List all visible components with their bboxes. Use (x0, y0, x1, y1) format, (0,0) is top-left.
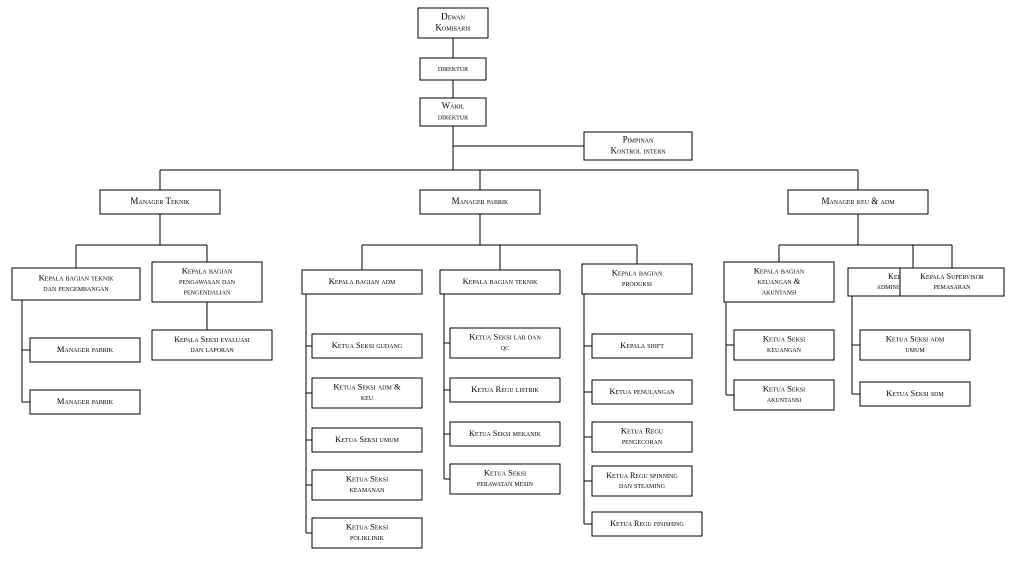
node-label: Ketua penulangan (609, 386, 675, 396)
node-kpenul: Ketua penulangan (592, 380, 692, 404)
node-ksumum: Ketua Seksi umum (312, 428, 422, 452)
node-label: poliklinik (350, 532, 385, 542)
node-mgrtek: Manager Teknik (100, 190, 220, 214)
node-label: akuntansi (767, 394, 802, 404)
node-label: qc (501, 342, 509, 352)
org-chart: DewanKomisarisdirekturWakildirekturPimpi… (0, 0, 1011, 562)
node-label: Kontrol intern (610, 146, 666, 156)
node-mgrpabrik: Manager pabrik (420, 190, 540, 214)
node-label: keu (361, 392, 374, 402)
node-label: pemasaran (933, 282, 971, 291)
node-label: pengecoran (622, 436, 663, 446)
node-label: Ketua Regu finishing (610, 519, 684, 528)
node-label: keamanan (350, 484, 386, 494)
node-label: Ketua Seksi (346, 522, 388, 532)
node-label: Ketua Seksi adm (886, 334, 945, 344)
node-mgrkeu: Manager keu & adm (788, 190, 928, 214)
node-label: Manager Teknik (130, 196, 190, 206)
node-label: Komisaris (435, 23, 470, 33)
node-label: akuntansi (762, 286, 797, 296)
node-label: Kepala bagian teknik (39, 273, 114, 283)
node-label: Kepala bagian teknik (463, 276, 538, 286)
node-label: Manager keu & adm (821, 196, 895, 206)
node-label: Kepala Supervisor (920, 272, 984, 281)
node-label: produksi (622, 278, 652, 288)
node-label: Ketua Regu listrik (471, 384, 539, 394)
node-label: dan steaming (619, 481, 666, 490)
node-ksupervpem: Kepala Supervisorpemasaran (900, 268, 1004, 296)
node-ksadmkeu: Ketua Seksi adm &keu (312, 378, 422, 408)
node-kbadm: Kepala bagian adm (302, 270, 422, 294)
node-ksmek: Ketua Seksi mekanik (450, 422, 560, 446)
node-label: Ketua Seksi (763, 334, 805, 344)
node-kshift: Kepala shift (592, 334, 692, 358)
node-kbpengawas: Kepala bagianpengawasan danpengendalian (152, 262, 262, 302)
node-kbprod: Kepala bagianproduksi (582, 264, 692, 294)
node-label: umum (905, 344, 925, 354)
node-label: Manager pabrik (57, 344, 114, 354)
node-mgpab1: Manager pabrik (30, 338, 140, 362)
node-mgpab2: Manager pabrik (30, 390, 140, 414)
node-krspin: Ketua Regu spinningdan steaming (592, 466, 692, 496)
node-label: Kepala Seksi evaluasi (174, 335, 250, 344)
node-label: Ketua Seksi gudang (332, 340, 403, 350)
node-label: Manager pabrik (57, 396, 114, 406)
node-label: Ketua Seksi lab dan (469, 332, 541, 342)
node-kssdm: Ketua Seksi sdm (860, 382, 970, 406)
node-label: pengendalian (184, 286, 231, 296)
node-label: Kepala bagian (182, 265, 233, 275)
node-kspoli: Ketua Seksipoliklinik (312, 518, 422, 548)
node-label: Ketua Seksi umum (335, 434, 399, 444)
node-kseval: Kepala Seksi evaluasidan laporan (152, 330, 272, 360)
node-label: keuangan & (758, 276, 801, 286)
node-label: Ketua Regu (621, 426, 664, 436)
node-label: Ketua Seksi (346, 474, 388, 484)
node-label: Kepala shift (620, 340, 664, 350)
node-krfin: Ketua Regu finishing (592, 512, 702, 536)
node-label: dan pengembangan (43, 283, 109, 293)
node-label: Wakil (442, 101, 465, 111)
node-label: pengawasan dan (179, 276, 236, 286)
node-dewan: DewanKomisaris (418, 8, 488, 38)
node-label: Ketua Seksi mekanik (469, 429, 542, 438)
node-pimpinan: PimpinanKontrol intern (584, 132, 692, 160)
node-label: Manager pabrik (452, 196, 509, 206)
node-ksgud: Ketua Seksi gudang (312, 334, 422, 358)
node-direktur: direktur (420, 58, 486, 80)
node-label: Ketua Seksi (763, 384, 805, 394)
node-ksadmum: Ketua Seksi admumum (860, 330, 970, 360)
node-krpengec: Ketua Regupengecoran (592, 422, 692, 452)
node-kskeuang: Ketua Seksikeuangan (734, 330, 834, 360)
node-kbtek2: Kepala bagian teknik (440, 270, 560, 294)
node-krlist: Ketua Regu listrik (450, 378, 560, 402)
node-label: Ketua Seksi sdm (886, 388, 944, 398)
node-label: direktur (438, 112, 468, 122)
node-label: keuangan (767, 344, 802, 354)
node-kslab: Ketua Seksi lab danqc (450, 328, 560, 358)
node-label: Kepala bagian (754, 265, 805, 275)
node-label: dan laporan (190, 345, 234, 354)
node-kbtekpeng: Kepala bagian teknikdan pengembangan (12, 268, 140, 300)
node-ksperaw: Ketua Seksiperawatan mesin (450, 464, 560, 494)
node-kskeam: Ketua Seksikeamanan (312, 470, 422, 500)
node-label: Kepala bagian (612, 268, 663, 278)
node-label: Kepala bagian adm (329, 276, 396, 286)
node-label: Ketua Seksi adm & (333, 382, 401, 392)
node-label: Pimpinan (623, 135, 654, 145)
node-label: Ketua Seksi (484, 468, 526, 478)
node-label: Ketua Regu spinning (606, 471, 678, 480)
node-label: Dewan (441, 12, 465, 22)
node-wakildir: Wakildirektur (420, 98, 486, 126)
node-label: direktur (438, 63, 468, 73)
node-ksakun: Ketua Seksiakuntansi (734, 380, 834, 410)
node-label: perawatan mesin (477, 478, 534, 488)
node-kbkeuak: Kepala bagiankeuangan &akuntansi (724, 262, 834, 302)
